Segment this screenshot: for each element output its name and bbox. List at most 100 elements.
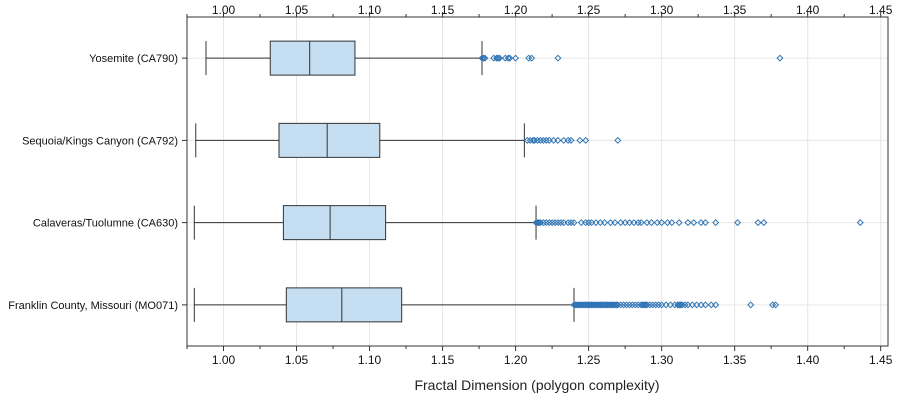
box-layer bbox=[193, 40, 575, 323]
outlier-point bbox=[536, 136, 544, 144]
outlier-point bbox=[531, 136, 539, 144]
outlier-point bbox=[617, 301, 625, 309]
outlier-point bbox=[675, 219, 683, 227]
outlier-point bbox=[668, 219, 676, 227]
outlier-point bbox=[769, 301, 777, 309]
outlier-point bbox=[631, 301, 639, 309]
outlier-point bbox=[567, 136, 575, 144]
plot-frame bbox=[186, 16, 889, 347]
x-tick-label-bottom: 1.45 bbox=[869, 353, 893, 367]
outlier-point bbox=[539, 219, 547, 227]
outlier-point bbox=[772, 301, 780, 309]
box-group bbox=[193, 205, 537, 241]
outlier-point bbox=[496, 54, 504, 62]
outlier-point bbox=[536, 219, 544, 227]
outlier-point bbox=[512, 54, 520, 62]
box-group bbox=[195, 122, 525, 158]
box-group bbox=[205, 40, 483, 76]
outlier-point bbox=[649, 301, 657, 309]
outlier-point bbox=[479, 54, 487, 62]
outlier-point bbox=[567, 219, 575, 227]
outlier-point bbox=[623, 301, 631, 309]
outlier-point bbox=[601, 219, 609, 227]
outlier-point bbox=[754, 219, 762, 227]
x-tick-label-top: 1.25 bbox=[577, 3, 601, 17]
x-tick-label-bottom: 1.00 bbox=[212, 353, 236, 367]
outlier-point bbox=[525, 54, 533, 62]
outlier-point bbox=[640, 301, 648, 309]
outlier-point bbox=[643, 301, 651, 309]
x-tick-label-bottom: 1.35 bbox=[723, 353, 747, 367]
outlier-point bbox=[620, 301, 628, 309]
outlier-point bbox=[551, 219, 559, 227]
outlier-point bbox=[582, 136, 590, 144]
outlier-point bbox=[734, 219, 742, 227]
category-label: Yosemite (CA790) bbox=[89, 53, 178, 65]
outlier-point bbox=[564, 136, 572, 144]
x-tick-label-top: 1.35 bbox=[723, 3, 747, 17]
outlier-point bbox=[776, 54, 784, 62]
outlier-point bbox=[542, 136, 550, 144]
outlier-point bbox=[712, 219, 720, 227]
outlier-point bbox=[582, 219, 590, 227]
outlier-point bbox=[564, 219, 572, 227]
x-tick-label-bottom: 1.30 bbox=[650, 353, 674, 367]
outlier-point bbox=[628, 301, 636, 309]
outlier-point bbox=[856, 219, 864, 227]
iqr-box bbox=[285, 287, 403, 323]
outlier-point bbox=[504, 54, 512, 62]
x-axis-title: Fractal Dimension (polygon complexity) bbox=[414, 377, 659, 393]
x-tick-label-top: 1.45 bbox=[869, 3, 893, 17]
outlier-point bbox=[634, 219, 642, 227]
outlier-point bbox=[675, 301, 683, 309]
outlier-point bbox=[545, 219, 553, 227]
outlier-point bbox=[701, 219, 709, 227]
x-tick-label-bottom: 1.10 bbox=[358, 353, 382, 367]
x-tick-label-top: 1.40 bbox=[796, 3, 820, 17]
outlier-point bbox=[611, 301, 619, 309]
outlier-point bbox=[625, 301, 634, 309]
x-tick-label-bottom: 1.25 bbox=[577, 353, 601, 367]
outlier-point bbox=[478, 54, 486, 62]
outlier-point bbox=[554, 54, 562, 62]
category-label: Franklin County, Missouri (MO071) bbox=[8, 300, 178, 312]
outlier-point bbox=[690, 219, 698, 227]
x-tick-label-bottom: 1.20 bbox=[504, 353, 528, 367]
outlier-point bbox=[747, 301, 755, 309]
outlier-point bbox=[542, 219, 550, 227]
outlier-point bbox=[493, 54, 501, 62]
x-tick-label-bottom: 1.05 bbox=[285, 353, 309, 367]
outlier-point bbox=[681, 301, 689, 309]
outlier-point bbox=[655, 301, 663, 309]
iqr-box bbox=[278, 122, 381, 158]
outlier-point bbox=[701, 301, 709, 309]
box-group bbox=[193, 287, 575, 323]
outlier-point bbox=[684, 219, 692, 227]
outlier-layer bbox=[478, 54, 864, 309]
category-label: Sequoia/Kings Canyon (CA792) bbox=[22, 135, 178, 147]
category-label: Calaveras/Tuolumne (CA630) bbox=[33, 218, 178, 230]
iqr-box bbox=[269, 40, 356, 76]
x-tick-label-top: 1.20 bbox=[504, 3, 528, 17]
outlier-point bbox=[712, 301, 720, 309]
x-tick-label-top: 1.30 bbox=[650, 3, 674, 17]
x-tick-label-top: 1.10 bbox=[358, 3, 382, 17]
outlier-point bbox=[523, 136, 531, 144]
label-layer: 1.00 1.00 1.05 1.05 1.10 1.10 1.15 1.15 1.20 1.20… bbox=[8, 3, 892, 367]
outlier-point bbox=[528, 54, 536, 62]
outlier-point bbox=[557, 219, 565, 227]
x-tick-label-bottom: 1.40 bbox=[796, 353, 820, 367]
outlier-point bbox=[614, 301, 622, 309]
x-tick-label-top: 1.00 bbox=[212, 3, 236, 17]
outlier-point bbox=[539, 136, 547, 144]
outlier-point bbox=[585, 219, 593, 227]
outlier-point bbox=[760, 219, 768, 227]
outlier-point bbox=[554, 219, 562, 227]
outlier-point bbox=[481, 54, 489, 62]
outlier-point bbox=[554, 136, 562, 144]
outlier-point bbox=[646, 301, 654, 309]
outlier-point bbox=[494, 54, 502, 62]
outlier-point bbox=[533, 219, 542, 227]
